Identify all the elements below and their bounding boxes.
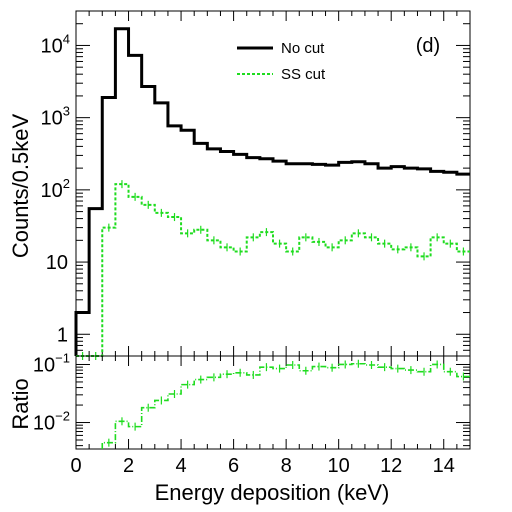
- axis-titles: Counts/0.5keV Ratio Energy deposition (k…: [8, 35, 440, 505]
- y-tick-label: 10−2: [33, 409, 70, 435]
- x-tick-label: 12: [380, 455, 402, 477]
- x-tick-label: 8: [281, 455, 292, 477]
- y-tick-label: 10−1: [33, 350, 70, 376]
- x-tick-label: 14: [433, 455, 455, 477]
- legend-label-ss-cut: SS cut: [281, 66, 326, 83]
- ratio-plot: 0 2 4 6 8 10 12 14 10−2 10−1: [33, 350, 471, 477]
- series-line-ratio: [101, 362, 470, 449]
- series-line-no-cut: [74, 27, 470, 356]
- main-plot: 1 10 102 103 104: [41, 10, 471, 360]
- y-tick-label: 104: [41, 31, 70, 57]
- y-axis-label-ratio: Ratio: [8, 378, 33, 429]
- y-tick-label: 103: [41, 104, 70, 130]
- y-tick-label: 1: [57, 324, 68, 346]
- panel-label: (d): [416, 35, 440, 57]
- legend: No cut SS cut: [237, 40, 326, 83]
- y-tick-label: 102: [41, 176, 70, 202]
- x-axis-label: Energy deposition (keV): [155, 480, 390, 505]
- y-tick-label: 10: [46, 252, 68, 274]
- x-tick-label: 4: [176, 455, 187, 477]
- x-tick-label: 10: [328, 455, 350, 477]
- x-tick-label: 6: [228, 455, 239, 477]
- y-axis-label-counts: Counts/0.5keV: [8, 114, 33, 259]
- legend-label-no-cut: No cut: [281, 40, 325, 57]
- x-tick-label: 2: [123, 455, 134, 477]
- plot-frame: [75, 10, 471, 357]
- series-line-ss-cut: [76, 183, 470, 357]
- x-tick-label: 0: [70, 455, 81, 477]
